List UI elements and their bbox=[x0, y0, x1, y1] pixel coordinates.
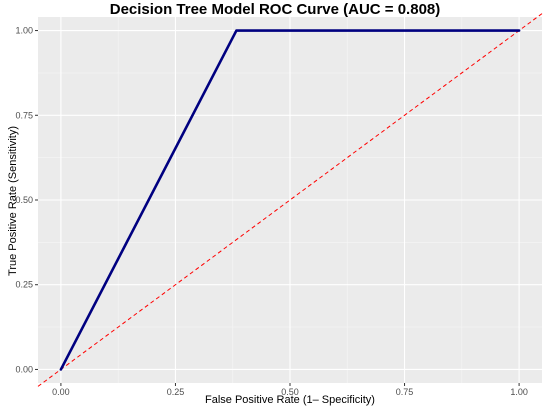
x-tick-label: 0.50 bbox=[281, 387, 299, 397]
y-tick-label: 1.00 bbox=[15, 26, 33, 36]
x-tick-label: 0.00 bbox=[52, 387, 70, 397]
x-tick-label: 1.00 bbox=[510, 387, 528, 397]
x-axis-label: False Positive Rate (1– Specificity) bbox=[205, 394, 375, 406]
x-tick-label: 0.75 bbox=[396, 387, 414, 397]
y-axis-label: True Positive Rate (Sensitivity) bbox=[7, 126, 19, 276]
x-tick-label: 0.25 bbox=[167, 387, 185, 397]
y-tick-label: 0.00 bbox=[15, 364, 33, 374]
chart-title: Decision Tree Model ROC Curve (AUC = 0.8… bbox=[109, 1, 441, 18]
y-tick-label: 0.75 bbox=[15, 110, 33, 120]
y-tick-label: 0.50 bbox=[15, 195, 33, 205]
x-axis: 0.00 0.25 0.50 0.75 1.00 bbox=[52, 383, 528, 397]
y-tick-label: 0.25 bbox=[15, 280, 33, 290]
y-axis: 0.00 0.25 0.50 0.75 1.00 bbox=[15, 26, 38, 374]
series-group bbox=[59, 29, 521, 371]
major-gridlines bbox=[38, 17, 542, 383]
roc-curve-line bbox=[59, 29, 521, 371]
